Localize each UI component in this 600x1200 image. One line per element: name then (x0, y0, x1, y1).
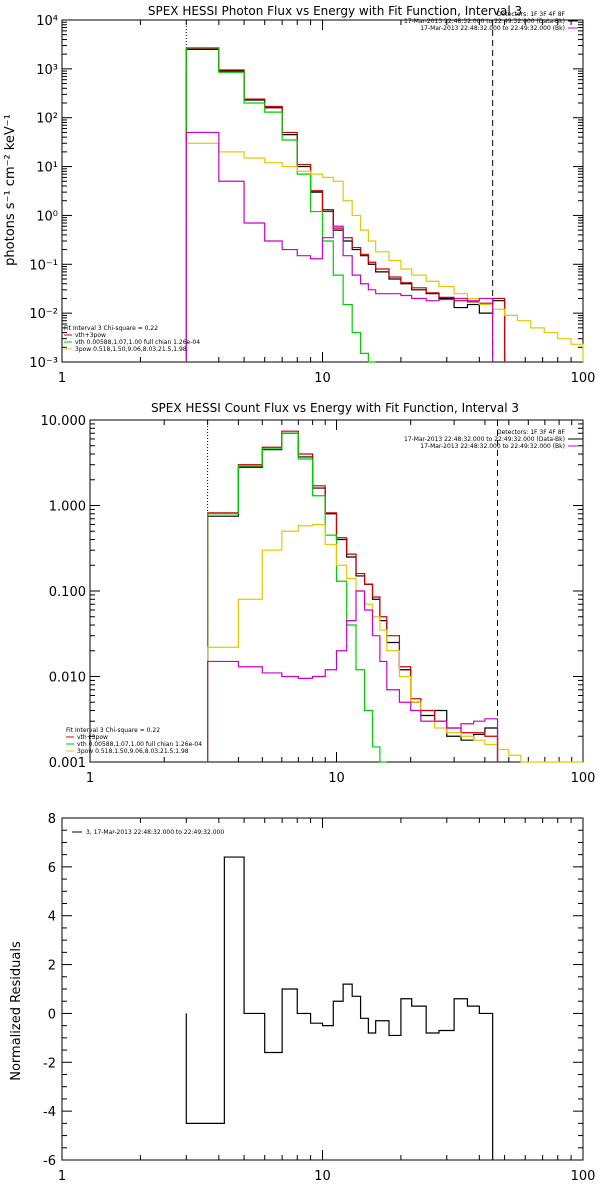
x-tick-label: 1 (58, 371, 66, 386)
legend-entry: vth+3pow (77, 734, 108, 741)
y-tick-label: 0.001 (49, 756, 86, 771)
plot-frame (89, 419, 584, 763)
photon-flux-title: SPEX HESSI Photon Flux vs Energy with Fi… (148, 4, 522, 18)
x-tick-label: 10 (314, 371, 331, 386)
y-tick-label: 4 (48, 910, 56, 925)
y-tick-label: 10⁴ (36, 14, 58, 29)
x-tick-label: 1 (58, 1169, 66, 1184)
legend-entry: Detectors: 1F 3F 4F 8F (497, 429, 566, 436)
residuals-panel: Normalized Residuals 1 10 100 -6 -4 -2 0 2 4 6 8 3… (9, 812, 595, 1184)
series-data-bk (185, 48, 506, 362)
series-vth-3pow (207, 430, 499, 762)
series-vth (185, 47, 376, 363)
series-vth (207, 432, 387, 763)
x-tick-label: 100 (571, 771, 596, 786)
count-flux-legend-bottom: Fit Interval 3 Chi-square = 0.22vth+3pow… (66, 727, 202, 755)
residuals-series (185, 856, 494, 1160)
y-tick-label: 10.000 (41, 414, 87, 429)
legend-entry: 3pow 0.518,1.50,9.06,8.03,21.5,1.98 (75, 346, 187, 353)
photon-flux-panel: SPEX HESSI Photon Flux vs Energy with Fi… (3, 4, 595, 386)
legend-entry: vth 0.00588,1.07,1.00 full chian 1.26e-0… (75, 339, 200, 346)
count-flux-title: SPEX HESSI Count Flux vs Energy with Fit… (151, 401, 519, 415)
y-tick-label: 2 (48, 959, 56, 974)
y-tick-label: -4 (43, 1105, 56, 1120)
x-tick-label: 1 (86, 771, 94, 786)
legend-entry: 17-Mar-2013 22:48:32.000 to 22:49:32.000… (420, 443, 565, 450)
legend-entry: Detectors: 1F 3F 4F 8F (497, 11, 566, 18)
series-3pow (207, 523, 583, 763)
y-tick-label: 0.100 (49, 585, 86, 600)
x-tick-label: 100 (571, 371, 596, 386)
residuals-axes: 1 10 100 -6 -4 -2 0 2 4 6 8 (43, 812, 595, 1184)
y-tick-label: 0.010 (49, 671, 86, 686)
y-tick-label: 10² (36, 112, 58, 127)
x-tick-label: 100 (571, 1169, 596, 1184)
legend-entry: 3pow 0.518,1.50,9.06,8.03,21.5,1.98 (77, 748, 189, 755)
legend-entry: vth+3pow (75, 332, 106, 339)
residuals-legend-top: 3, 17-Mar-2013 22:48:32.000 to 22:49:32.… (72, 829, 224, 836)
x-tick-label: 10 (328, 771, 345, 786)
photon-flux-ylabel: photons s⁻¹ cm⁻² keV⁻¹ (3, 114, 18, 266)
y-tick-label: 1.000 (49, 500, 86, 515)
y-tick-label: 10⁻³ (29, 356, 58, 371)
plot-frame (61, 817, 584, 1161)
y-tick-label: 10⁰ (36, 209, 58, 224)
y-tick-label: 10⁻² (29, 307, 58, 322)
count-flux-series (207, 430, 583, 763)
legend-entry: 17-Mar-2013 22:48:32.000 to 22:49:32.000… (420, 25, 565, 32)
series-vth-3pow (185, 47, 506, 362)
y-tick-label: 10⁻¹ (29, 258, 58, 273)
series-bk (185, 131, 494, 362)
photon-flux-axes: 1 10 100 10⁻³ 10⁻² 10⁻¹ 10⁰ 10¹ 10² 10³ 10⁴ (29, 14, 595, 386)
legend-entry: 17-Mar-2013 22:48:32.000 to 22:49:32.000… (404, 18, 565, 25)
photon-flux-legend-bottom: Fit Interval 3 Chi-square = 0.22vth+3pow… (64, 325, 200, 353)
count-flux-axes: 1 10 100 0.001 0.010 0.100 1.000 10.000 (41, 414, 596, 786)
y-tick-label: 0 (48, 1007, 56, 1022)
legend-entry: Fit Interval 3 Chi-square = 0.22 (66, 727, 160, 734)
y-tick-label: -6 (43, 1154, 56, 1169)
legend-entry: 17-Mar-2013 22:48:32.000 to 22:49:32.000… (404, 436, 565, 443)
y-tick-label: 10³ (36, 63, 58, 78)
residuals-ylabel: Normalized Residuals (9, 941, 24, 1081)
y-tick-label: 8 (48, 812, 56, 827)
series-residuals (185, 856, 494, 1160)
x-tick-label: 10 (314, 1169, 331, 1184)
photon-flux-series (185, 47, 584, 363)
y-tick-label: 6 (48, 861, 56, 876)
series-bk (207, 590, 499, 762)
y-tick-label: 10¹ (36, 161, 58, 176)
legend-entry: vth 0.00588,1.07,1.00 full chian 1.26e-0… (77, 741, 202, 748)
count-flux-panel: SPEX HESSI Count Flux vs Energy with Fit… (41, 401, 596, 786)
series-3pow (185, 142, 584, 362)
legend-entry: 3, 17-Mar-2013 22:48:32.000 to 22:49:32.… (86, 829, 224, 836)
legend-entry: Fit Interval 3 Chi-square = 0.22 (64, 325, 158, 332)
y-tick-label: -2 (43, 1056, 56, 1071)
series-data-bk (207, 432, 499, 762)
